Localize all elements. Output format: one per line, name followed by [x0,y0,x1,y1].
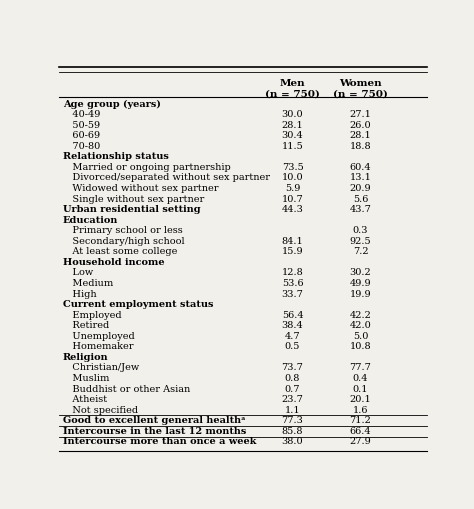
Text: Relationship status: Relationship status [63,152,169,161]
Text: Household income: Household income [63,258,164,267]
Text: Christian/Jew: Christian/Jew [63,363,139,373]
Text: Employed: Employed [63,310,121,320]
Text: 30.2: 30.2 [350,268,371,277]
Text: Medium: Medium [63,279,113,288]
Text: 40-49: 40-49 [63,110,100,119]
Text: Primary school or less: Primary school or less [63,226,182,235]
Text: Education: Education [63,216,118,224]
Text: 77.3: 77.3 [282,416,303,425]
Text: 43.7: 43.7 [349,205,372,214]
Text: 10.0: 10.0 [282,174,303,182]
Text: Current employment status: Current employment status [63,300,213,309]
Text: 73.5: 73.5 [282,163,303,172]
Text: 28.1: 28.1 [350,131,371,140]
Text: 49.9: 49.9 [350,279,371,288]
Text: 71.2: 71.2 [349,416,372,425]
Text: 53.6: 53.6 [282,279,303,288]
Text: 84.1: 84.1 [282,237,303,246]
Text: Intercourse in the last 12 months: Intercourse in the last 12 months [63,427,246,436]
Text: 10.7: 10.7 [282,194,303,204]
Text: 42.0: 42.0 [350,321,371,330]
Text: 4.7: 4.7 [285,332,301,341]
Text: Secondary/high school: Secondary/high school [63,237,184,246]
Text: 5.0: 5.0 [353,332,368,341]
Text: 20.1: 20.1 [350,395,371,404]
Text: Retired: Retired [63,321,109,330]
Text: At least some college: At least some college [63,247,177,257]
Text: 26.0: 26.0 [350,121,371,130]
Text: 11.5: 11.5 [282,142,303,151]
Text: 23.7: 23.7 [282,395,303,404]
Text: 27.1: 27.1 [349,110,372,119]
Text: Widowed without sex partner: Widowed without sex partner [63,184,219,193]
Text: Religion: Religion [63,353,109,362]
Text: Buddhist or other Asian: Buddhist or other Asian [63,385,190,393]
Text: 13.1: 13.1 [349,174,372,182]
Text: 30.0: 30.0 [282,110,303,119]
Text: 19.9: 19.9 [350,290,371,299]
Text: 44.3: 44.3 [282,205,303,214]
Text: Good to excellent general healthᵃ: Good to excellent general healthᵃ [63,416,246,425]
Text: Atheist: Atheist [63,395,107,404]
Text: 5.9: 5.9 [285,184,300,193]
Text: Divorced/separated without sex partner: Divorced/separated without sex partner [63,174,270,182]
Text: 10.8: 10.8 [350,343,371,351]
Text: 56.4: 56.4 [282,310,303,320]
Text: 1.1: 1.1 [285,406,301,415]
Text: Women
(n = 750): Women (n = 750) [333,79,388,98]
Text: 92.5: 92.5 [350,237,371,246]
Text: High: High [63,290,97,299]
Text: Single without sex partner: Single without sex partner [63,194,204,204]
Text: 33.7: 33.7 [282,290,303,299]
Text: Urban residential setting: Urban residential setting [63,205,201,214]
Text: 0.7: 0.7 [285,385,300,393]
Text: 0.3: 0.3 [353,226,368,235]
Text: 0.5: 0.5 [285,343,300,351]
Text: 50-59: 50-59 [63,121,100,130]
Text: 73.7: 73.7 [282,363,303,373]
Text: 7.2: 7.2 [353,247,368,257]
Text: 42.2: 42.2 [349,310,372,320]
Text: Unemployed: Unemployed [63,332,135,341]
Text: 66.4: 66.4 [350,427,371,436]
Text: 20.9: 20.9 [350,184,371,193]
Text: 30.4: 30.4 [282,131,303,140]
Text: Muslim: Muslim [63,374,109,383]
Text: 60-69: 60-69 [63,131,100,140]
Text: 1.6: 1.6 [353,406,368,415]
Text: Low: Low [63,268,93,277]
Text: 18.8: 18.8 [350,142,371,151]
Text: 38.0: 38.0 [282,437,303,446]
Text: 70-80: 70-80 [63,142,100,151]
Text: 85.8: 85.8 [282,427,303,436]
Text: 0.4: 0.4 [353,374,368,383]
Text: 12.8: 12.8 [282,268,303,277]
Text: Men
(n = 750): Men (n = 750) [265,79,320,98]
Text: 60.4: 60.4 [350,163,371,172]
Text: 0.8: 0.8 [285,374,300,383]
Text: 28.1: 28.1 [282,121,303,130]
Text: 38.4: 38.4 [282,321,303,330]
Text: 77.7: 77.7 [349,363,372,373]
Text: 0.1: 0.1 [353,385,368,393]
Text: 27.9: 27.9 [350,437,371,446]
Text: Homemaker: Homemaker [63,343,133,351]
Text: Intercourse more than once a week: Intercourse more than once a week [63,437,256,446]
Text: Age group (years): Age group (years) [63,99,161,108]
Text: 5.6: 5.6 [353,194,368,204]
Text: Not specified: Not specified [63,406,138,415]
Text: 15.9: 15.9 [282,247,303,257]
Text: Married or ongoing partnership: Married or ongoing partnership [63,163,231,172]
